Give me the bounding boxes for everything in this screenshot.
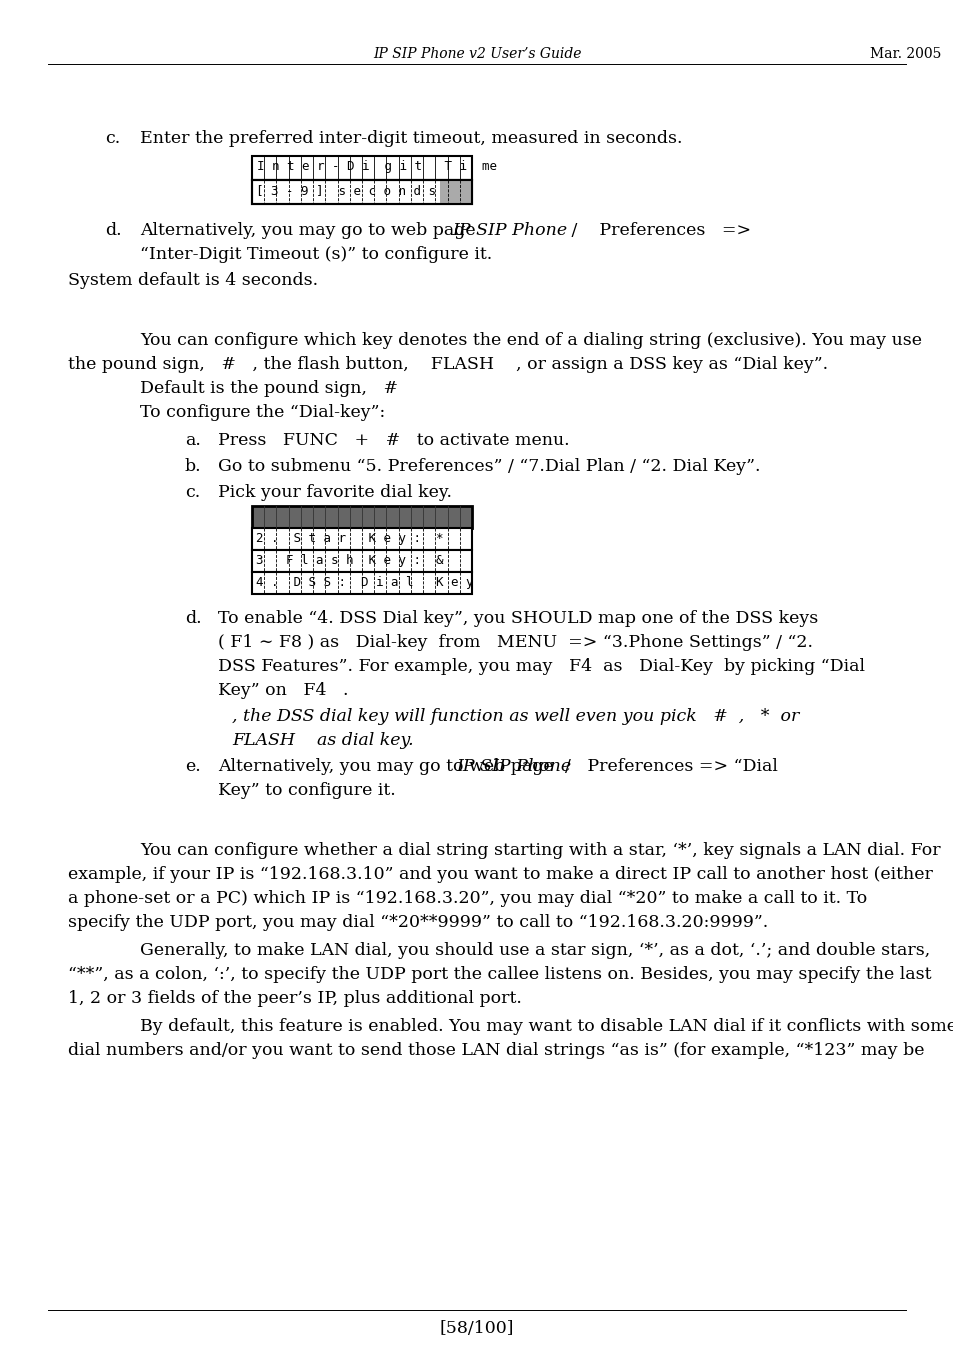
Text: Key” to configure it.: Key” to configure it. xyxy=(218,782,395,798)
Text: /   Preferences => “Dial: / Preferences => “Dial xyxy=(554,758,777,775)
Text: System default is 4 seconds.: System default is 4 seconds. xyxy=(68,272,317,289)
Text: 3   F l a s h  K e y :  &: 3 F l a s h K e y : & xyxy=(255,554,443,567)
Text: /    Preferences   =>: / Preferences => xyxy=(555,222,750,239)
Bar xyxy=(252,155,472,180)
Text: , the DSS dial key will function as well even you pick   #  ,   *  or: , the DSS dial key will function as well… xyxy=(232,708,799,725)
Text: 2 .  S t a r   K e y :  *: 2 . S t a r K e y : * xyxy=(255,532,443,544)
Text: IP SIP Phone: IP SIP Phone xyxy=(452,222,566,239)
Text: 4 .  D S S :  D i a l   K e y: 4 . D S S : D i a l K e y xyxy=(255,576,473,589)
Text: IP SIP Phone: IP SIP Phone xyxy=(456,758,571,775)
Text: [ 3 - 9 ]  s e c o n d s: [ 3 - 9 ] s e c o n d s xyxy=(255,184,436,197)
Bar xyxy=(252,180,472,204)
Text: By default, this feature is enabled. You may want to disable LAN dial if it conf: By default, this feature is enabled. You… xyxy=(140,1019,953,1035)
Bar xyxy=(252,571,472,594)
Text: FLASH    as dial key.: FLASH as dial key. xyxy=(232,732,414,748)
Text: You can configure whether a dial string starting with a star, ‘*’, key signals a: You can configure whether a dial string … xyxy=(140,842,940,859)
Text: Go to submenu “5. Preferences” / “7.Dial Plan / “2. Dial Key”.: Go to submenu “5. Preferences” / “7.Dial… xyxy=(218,458,760,476)
Bar xyxy=(252,528,472,550)
Text: Generally, to make LAN dial, you should use a star sign, ‘*’, as a dot, ‘.’; and: Generally, to make LAN dial, you should … xyxy=(140,942,929,959)
Text: dial numbers and/or you want to send those LAN dial strings “as is” (for example: dial numbers and/or you want to send tho… xyxy=(68,1042,923,1059)
Text: You can configure which key denotes the end of a dialing string (exclusive). You: You can configure which key denotes the … xyxy=(140,332,921,349)
Text: [58/100]: [58/100] xyxy=(439,1320,514,1337)
Bar xyxy=(252,507,472,528)
Text: “**”, as a colon, ‘:’, to specify the UDP port the callee listens on. Besides, y: “**”, as a colon, ‘:’, to specify the UD… xyxy=(68,966,930,984)
Text: c.: c. xyxy=(105,130,120,147)
Text: Alternatively, you may go to web page: Alternatively, you may go to web page xyxy=(140,222,497,239)
Text: Alternatively, you may go to web page: Alternatively, you may go to web page xyxy=(218,758,570,775)
Text: Key” on   F4   .: Key” on F4 . xyxy=(218,682,348,698)
Text: “Inter-Digit Timeout (s)” to configure it.: “Inter-Digit Timeout (s)” to configure i… xyxy=(140,246,492,263)
Text: DSS Features”. For example, you may   F4  as   Dial-Key  by picking “Dial: DSS Features”. For example, you may F4 a… xyxy=(218,658,864,676)
Text: d.: d. xyxy=(185,611,201,627)
Text: Enter the preferred inter-digit timeout, measured in seconds.: Enter the preferred inter-digit timeout,… xyxy=(140,130,681,147)
Bar xyxy=(439,180,472,204)
Bar xyxy=(252,550,472,571)
Text: Mar. 2005: Mar. 2005 xyxy=(869,47,941,61)
Text: d.: d. xyxy=(105,222,121,239)
Text: example, if your IP is “192.168.3.10” and you want to make a direct IP call to a: example, if your IP is “192.168.3.10” an… xyxy=(68,866,932,884)
Text: I n t e r - D i  g i t   T i  me: I n t e r - D i g i t T i me xyxy=(256,159,497,173)
Text: e.: e. xyxy=(185,758,200,775)
Text: the pound sign,   #   , the flash button,    FLASH    , or assign a DSS key as “: the pound sign, # , the flash button, FL… xyxy=(68,357,827,373)
Text: To configure the “Dial-key”:: To configure the “Dial-key”: xyxy=(140,404,385,422)
Text: a.: a. xyxy=(185,432,201,449)
Text: 1, 2 or 3 fields of the peer’s IP, plus additional port.: 1, 2 or 3 fields of the peer’s IP, plus … xyxy=(68,990,521,1006)
Text: a phone-set or a PC) which IP is “192.168.3.20”, you may dial “*20” to make a ca: a phone-set or a PC) which IP is “192.16… xyxy=(68,890,866,907)
Text: Press   FUNC   +   #   to activate menu.: Press FUNC + # to activate menu. xyxy=(218,432,569,449)
Text: IP SIP Phone v2 User’s Guide: IP SIP Phone v2 User’s Guide xyxy=(373,47,580,61)
Text: To enable “4. DSS Dial key”, you SHOULD map one of the DSS keys: To enable “4. DSS Dial key”, you SHOULD … xyxy=(218,611,818,627)
Text: Pick your favorite dial key.: Pick your favorite dial key. xyxy=(218,484,452,501)
Text: c.: c. xyxy=(185,484,200,501)
Bar xyxy=(252,180,472,204)
Text: specify the UDP port, you may dial “*20**9999” to call to “192.168.3.20:9999”.: specify the UDP port, you may dial “*20*… xyxy=(68,915,767,931)
Text: Default is the pound sign,   #: Default is the pound sign, # xyxy=(140,380,397,397)
Text: ( F1 ∼ F8 ) as   Dial-key  from   MENU  => “3.Phone Settings” / “2.: ( F1 ∼ F8 ) as Dial-key from MENU => “3.… xyxy=(218,634,812,651)
Text: b.: b. xyxy=(185,458,201,476)
